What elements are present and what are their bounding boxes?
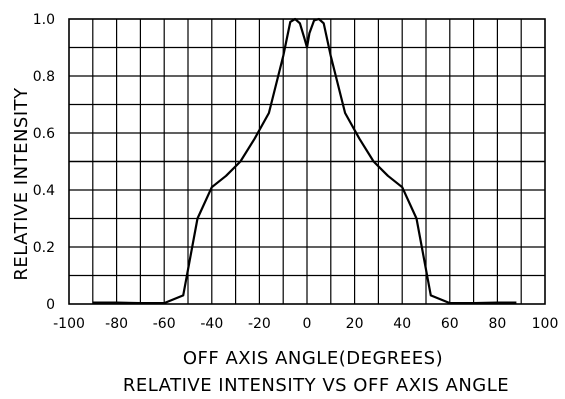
y-tick-label: 0.8: [33, 69, 55, 85]
y-tick-label: 0.6: [33, 126, 55, 142]
y-tick-label: 0: [46, 297, 55, 313]
x-tick-label: 40: [393, 316, 411, 332]
y-tick-label: 1.0: [33, 12, 55, 28]
x-tick-label: -80: [105, 316, 128, 332]
y-tick-labels: 0 0.2 0.4 0.6 0.8 1.0: [33, 12, 55, 313]
y-tick-label: 0.2: [33, 240, 55, 256]
x-tick-label: -20: [248, 316, 271, 332]
x-tick-label: 0: [303, 316, 312, 332]
x-axis-label: OFF AXIS ANGLE(DEGREES): [183, 348, 443, 369]
x-tick-label: 60: [441, 316, 459, 332]
x-tick-labels: -100 -80 -60 -40 -20 0 20 40 60 80 100: [53, 316, 558, 332]
x-tick-label: -60: [153, 316, 176, 332]
x-tick-label: -100: [53, 316, 85, 332]
x-tick-label: 100: [532, 316, 559, 332]
plot-frame: [68, 18, 546, 305]
x-tick-label: 20: [346, 316, 364, 332]
y-axis-label: RELATIVE INTENSITY: [11, 87, 32, 281]
y-tick-label: 0.4: [33, 183, 55, 199]
intensity-curve: [92, 17, 517, 305]
x-tick-label: 80: [488, 316, 506, 332]
chart-caption: RELATIVE INTENSITY VS OFF AXIS ANGLE: [123, 375, 509, 396]
x-tick-label: -40: [200, 316, 223, 332]
